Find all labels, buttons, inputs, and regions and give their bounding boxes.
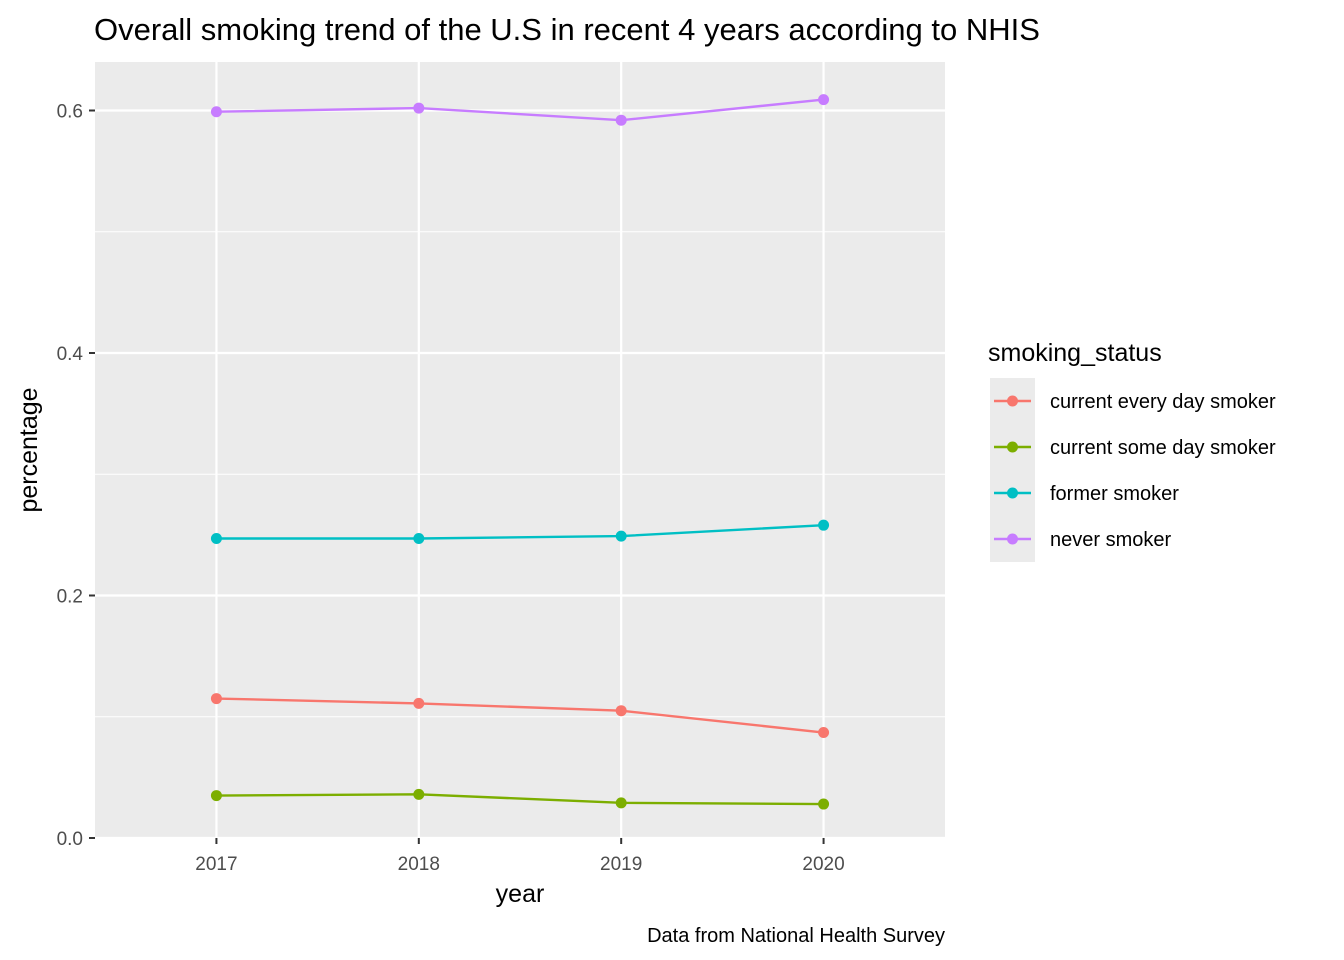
series-point-0-1 bbox=[413, 697, 425, 709]
axis-ticks bbox=[89, 109, 825, 844]
series-layer bbox=[210, 94, 830, 810]
series-0 bbox=[210, 693, 830, 739]
y-tick-label-1: 0.2 bbox=[57, 587, 83, 608]
legend-label-1: current some day smoker bbox=[1050, 437, 1276, 459]
legend-title: smoking_status bbox=[988, 339, 1162, 367]
legend-key-point-2 bbox=[1007, 487, 1018, 499]
x-tick-label-2: 2019 bbox=[600, 854, 642, 875]
series-line-2 bbox=[216, 523, 824, 540]
series-point-1-1 bbox=[413, 788, 425, 800]
series-point-2-1 bbox=[413, 533, 425, 545]
series-point-1-3 bbox=[818, 798, 830, 810]
series-point-0-3 bbox=[818, 727, 830, 739]
legend-item-3: never smoker bbox=[990, 516, 1171, 562]
series-point-1-0 bbox=[210, 790, 222, 802]
x-axis-title: year bbox=[496, 880, 545, 908]
series-point-2-3 bbox=[818, 519, 830, 531]
legend-label-2: former smoker bbox=[1050, 483, 1179, 505]
series-point-3-3 bbox=[818, 94, 830, 106]
x-tick-labels: 2017 2018 2019 2020 bbox=[195, 854, 844, 875]
legend-key-point-0 bbox=[1007, 395, 1018, 407]
series-1 bbox=[210, 788, 830, 810]
chart-caption: Data from National Health Survey bbox=[647, 925, 945, 947]
series-line-0 bbox=[216, 697, 824, 734]
legend-item-1: current some day smoker bbox=[990, 424, 1276, 470]
series-point-0-2 bbox=[615, 705, 627, 717]
series-point-2-0 bbox=[210, 533, 222, 545]
x-tick-label-1: 2018 bbox=[398, 854, 440, 875]
series-point-3-0 bbox=[210, 106, 222, 118]
series-line-1 bbox=[216, 793, 824, 806]
x-tick-label-0: 2017 bbox=[195, 854, 237, 875]
grid-minor bbox=[95, 231, 945, 718]
y-tick-label-0: 0.0 bbox=[57, 829, 83, 850]
series-point-3-1 bbox=[413, 102, 425, 114]
y-tick-label-2: 0.4 bbox=[57, 344, 84, 365]
legend-items: current every day smoker current some day… bbox=[990, 378, 1276, 562]
series-point-0-0 bbox=[210, 693, 222, 705]
legend-key-point-3 bbox=[1007, 533, 1018, 545]
series-line-3 bbox=[216, 98, 824, 122]
series-point-3-2 bbox=[615, 114, 627, 126]
series-2 bbox=[210, 519, 830, 545]
legend-item-0: current every day smoker bbox=[990, 378, 1276, 424]
legend: smoking_status current every day smokerc… bbox=[988, 339, 1276, 562]
legend-label-3: never smoker bbox=[1050, 529, 1171, 551]
series-point-1-2 bbox=[615, 797, 627, 809]
y-tick-labels: 0.0 0.2 0.4 0.6 bbox=[57, 102, 84, 851]
x-tick-label-3: 2020 bbox=[802, 854, 844, 875]
chart-title: Overall smoking trend of the U.S in rece… bbox=[94, 12, 1040, 47]
legend-item-2: former smoker bbox=[990, 470, 1179, 516]
series-3 bbox=[210, 94, 830, 126]
legend-key-point-1 bbox=[1007, 441, 1018, 453]
y-tick-label-3: 0.6 bbox=[57, 102, 83, 123]
legend-label-0: current every day smoker bbox=[1050, 391, 1276, 413]
y-axis-title: percentage bbox=[15, 387, 43, 512]
plot-panel bbox=[95, 62, 945, 838]
series-point-2-2 bbox=[615, 530, 627, 542]
